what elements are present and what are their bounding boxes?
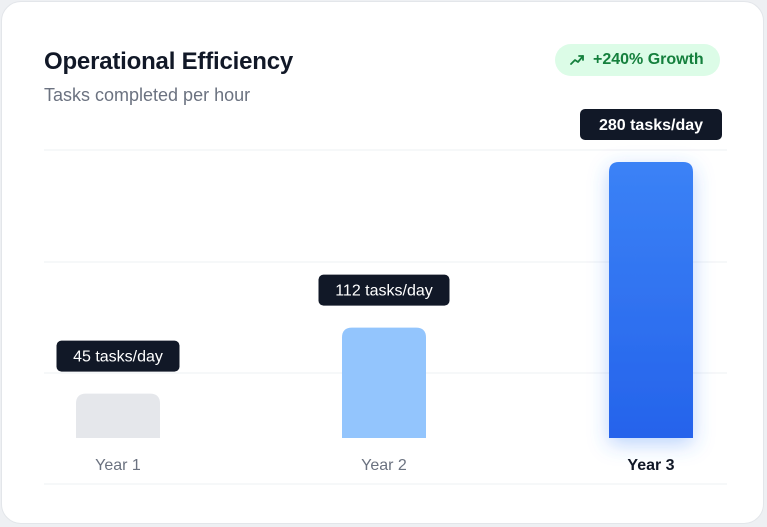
bar-year-1 (76, 393, 160, 438)
bar-year-3 (609, 162, 693, 438)
x-tick-label: Year 2 (361, 457, 407, 474)
data-label-text: 45 tasks/day (73, 349, 163, 366)
data-label-text: 112 tasks/day (335, 283, 433, 300)
data-label-3: 280 tasks/day (580, 109, 722, 140)
data-label-box (580, 109, 722, 140)
x-tick-label: Year 3 (627, 457, 674, 474)
data-label-box (318, 274, 450, 306)
x-tick-label: Year 1 (95, 457, 141, 474)
card-subtitle: Tasks completed per hour (44, 85, 251, 105)
data-label-2: 112 tasks/day (318, 274, 450, 306)
data-label-box (56, 340, 180, 372)
growth-badge: +240% Growth (555, 44, 720, 76)
growth-badge-label: +240% Growth (593, 51, 704, 68)
trending-up-icon (570, 55, 584, 65)
card-title: Operational Efficiency (44, 48, 294, 75)
data-label-1: 45 tasks/day (56, 340, 180, 372)
data-label-text: 280 tasks/day (599, 117, 703, 134)
bar-year-2 (342, 327, 426, 438)
